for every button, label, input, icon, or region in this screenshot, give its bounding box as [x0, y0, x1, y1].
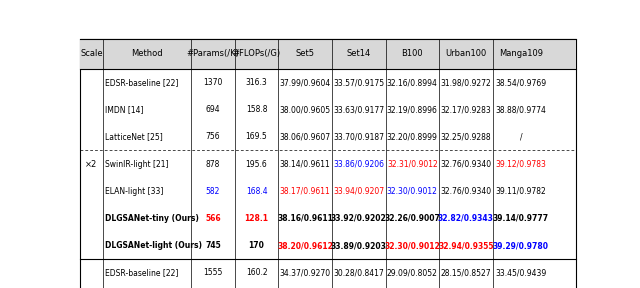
Text: 38.54/0.9769: 38.54/0.9769 [495, 78, 547, 87]
Text: 39.14/0.9777: 39.14/0.9777 [493, 214, 549, 223]
Text: 32.16/0.8994: 32.16/0.8994 [387, 78, 438, 87]
Text: 33.89/0.9203: 33.89/0.9203 [331, 241, 387, 250]
Text: 33.86/0.9206: 33.86/0.9206 [333, 160, 384, 168]
Text: 38.06/0.9607: 38.06/0.9607 [280, 132, 331, 141]
Text: 37.99/0.9604: 37.99/0.9604 [280, 78, 331, 87]
Text: 878: 878 [205, 160, 220, 168]
Text: 33.45/0.9439: 33.45/0.9439 [495, 268, 547, 277]
Text: 316.3: 316.3 [246, 78, 268, 87]
Text: 32.82/0.9343: 32.82/0.9343 [438, 214, 494, 223]
Text: 39.11/0.9782: 39.11/0.9782 [495, 187, 547, 196]
Text: /: / [520, 132, 522, 141]
Text: 32.31/0.9012: 32.31/0.9012 [387, 160, 438, 168]
Text: #Params(/K): #Params(/K) [186, 50, 239, 58]
Text: 38.20/0.9612: 38.20/0.9612 [277, 241, 333, 250]
Text: ×2: ×2 [85, 160, 97, 168]
Text: Urban100: Urban100 [445, 50, 486, 58]
Text: 32.76/0.9340: 32.76/0.9340 [440, 160, 492, 168]
Text: 32.94/0.9355: 32.94/0.9355 [438, 241, 493, 250]
Text: 38.00/0.9605: 38.00/0.9605 [280, 105, 331, 114]
Text: 32.76/0.9340: 32.76/0.9340 [440, 187, 492, 196]
Text: 32.17/0.9283: 32.17/0.9283 [440, 105, 492, 114]
Text: 158.8: 158.8 [246, 105, 268, 114]
Text: 32.20/0.8999: 32.20/0.8999 [387, 132, 438, 141]
Text: LatticeNet [25]: LatticeNet [25] [105, 132, 163, 141]
Text: 169.5: 169.5 [246, 132, 268, 141]
Text: 160.2: 160.2 [246, 268, 268, 277]
Text: 745: 745 [205, 241, 221, 250]
Text: 39.12/0.9783: 39.12/0.9783 [495, 160, 547, 168]
Text: 1555: 1555 [204, 268, 223, 277]
Text: 33.92/0.9202: 33.92/0.9202 [331, 214, 387, 223]
Text: 33.63/0.9177: 33.63/0.9177 [333, 105, 384, 114]
Text: B100: B100 [401, 50, 423, 58]
Text: 756: 756 [205, 132, 220, 141]
Text: IMDN [14]: IMDN [14] [105, 105, 143, 114]
Text: 34.37/0.9270: 34.37/0.9270 [280, 268, 331, 277]
Text: 582: 582 [205, 187, 220, 196]
Text: SwinIR-light [21]: SwinIR-light [21] [105, 160, 168, 168]
Text: 33.94/0.9207: 33.94/0.9207 [333, 187, 384, 196]
Text: Manga109: Manga109 [499, 50, 543, 58]
Text: EDSR-baseline [22]: EDSR-baseline [22] [105, 78, 178, 87]
Text: 28.15/0.8527: 28.15/0.8527 [440, 268, 492, 277]
Text: 32.19/0.8996: 32.19/0.8996 [387, 105, 438, 114]
Text: Set14: Set14 [347, 50, 371, 58]
Text: 694: 694 [205, 105, 220, 114]
Text: 38.88/0.9774: 38.88/0.9774 [495, 105, 547, 114]
Text: 30.28/0.8417: 30.28/0.8417 [333, 268, 384, 277]
Text: ELAN-light [33]: ELAN-light [33] [105, 187, 163, 196]
Text: 566: 566 [205, 214, 221, 223]
Text: 170: 170 [248, 241, 264, 250]
Text: 38.17/0.9611: 38.17/0.9611 [280, 187, 330, 196]
Text: 195.6: 195.6 [246, 160, 268, 168]
Text: 29.09/0.8052: 29.09/0.8052 [387, 268, 438, 277]
Text: DLGSANet-tiny (Ours): DLGSANet-tiny (Ours) [105, 214, 198, 223]
Text: 32.25/0.9288: 32.25/0.9288 [440, 132, 492, 141]
Text: 33.57/0.9175: 33.57/0.9175 [333, 78, 384, 87]
Text: 31.98/0.9272: 31.98/0.9272 [440, 78, 492, 87]
Text: EDSR-baseline [22]: EDSR-baseline [22] [105, 268, 178, 277]
Text: #FLOPs(/G): #FLOPs(/G) [232, 50, 280, 58]
Text: 32.30/0.9012: 32.30/0.9012 [385, 241, 440, 250]
Text: Scale: Scale [80, 50, 103, 58]
Text: 32.30/0.9012: 32.30/0.9012 [387, 187, 438, 196]
Text: Method: Method [131, 50, 163, 58]
Text: 39.29/0.9780: 39.29/0.9780 [493, 241, 549, 250]
Text: 38.14/0.9611: 38.14/0.9611 [280, 160, 330, 168]
Text: Set5: Set5 [296, 50, 315, 58]
Bar [80, 39, 576, 69]
Text: 32.26/0.9007: 32.26/0.9007 [385, 214, 440, 223]
Text: 168.4: 168.4 [246, 187, 268, 196]
Text: 33.70/0.9187: 33.70/0.9187 [333, 132, 384, 141]
Text: DLGSANet-light (Ours): DLGSANet-light (Ours) [105, 241, 202, 250]
Text: 38.16/0.9611: 38.16/0.9611 [277, 214, 333, 223]
Text: 1370: 1370 [204, 78, 223, 87]
Text: 128.1: 128.1 [244, 214, 269, 223]
